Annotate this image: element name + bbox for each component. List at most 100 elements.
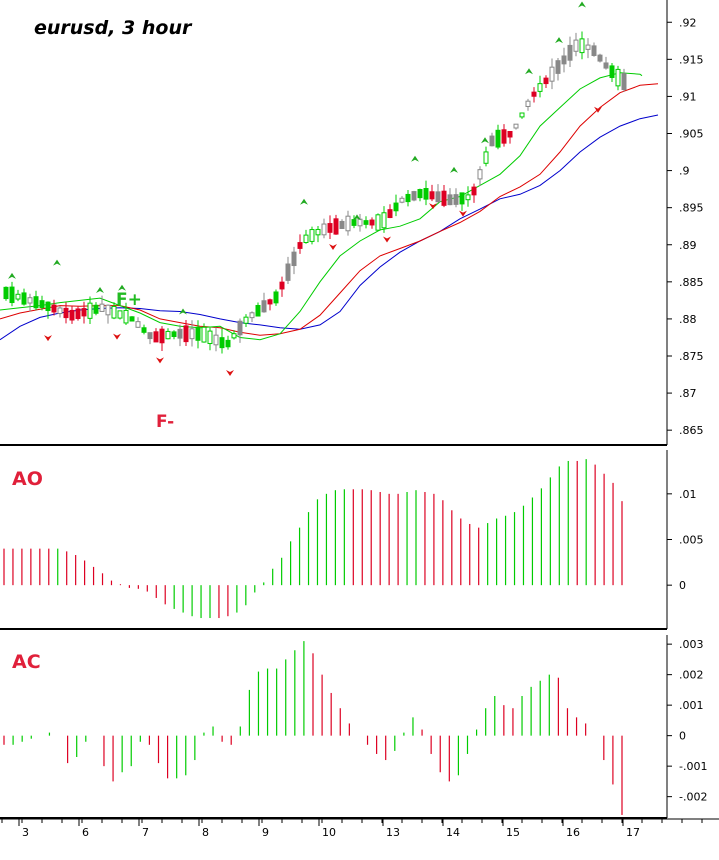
ao-panel — [3, 459, 623, 619]
candle-body — [333, 218, 339, 235]
candle-body — [285, 263, 291, 281]
candle-body — [189, 328, 195, 340]
candle-body — [615, 68, 621, 87]
x-tick-label: 17 — [626, 826, 640, 839]
candle-body — [147, 332, 153, 340]
candle-body — [573, 39, 579, 52]
candle-body — [201, 326, 207, 343]
y-tick-label: .01 — [679, 488, 697, 501]
price-panel — [0, 1, 659, 377]
ao-panel-label: AO — [12, 468, 43, 490]
candle-body — [105, 304, 111, 316]
candle-body — [15, 293, 21, 300]
x-tick-label: 8 — [202, 826, 209, 839]
candle-body — [357, 218, 363, 227]
candle-body — [435, 191, 441, 203]
x-tick-label: 3 — [22, 826, 29, 839]
candle-body — [3, 286, 9, 300]
candle-body — [399, 197, 405, 203]
candle-body — [309, 229, 315, 242]
fractal-down-arrow — [156, 357, 164, 364]
fractal-up-arrow — [481, 137, 489, 144]
fractal-up-arrow — [179, 308, 187, 315]
candle-body — [303, 234, 309, 244]
candle-body — [9, 286, 15, 304]
candle-body — [447, 194, 453, 206]
y-tick-label: .9 — [679, 165, 690, 178]
fractal-down-arrow — [44, 335, 52, 342]
candle-body — [501, 129, 507, 144]
candle-body — [123, 309, 129, 324]
candle-body — [525, 100, 531, 107]
candle-body — [279, 281, 285, 290]
candle-body — [453, 194, 459, 205]
fractal-up-arrow — [118, 284, 126, 291]
y-tick-label: .915 — [679, 53, 704, 66]
fractal-down-arrow — [429, 203, 437, 210]
y-tick-label: .87 — [679, 387, 697, 400]
y-tick-label: .89 — [679, 239, 697, 252]
candle-body — [387, 209, 393, 219]
candle-body — [63, 307, 69, 319]
fractal-down-label: F- — [156, 412, 174, 432]
candle-body — [99, 303, 105, 312]
candle-body — [231, 333, 237, 339]
y-tick-label: .88 — [679, 313, 697, 326]
candle-body — [33, 296, 39, 309]
candle-body — [585, 44, 591, 50]
candle-body — [129, 316, 135, 322]
x-tick-label: 9 — [262, 826, 269, 839]
candle-body — [477, 169, 483, 180]
fractal-up-arrow — [8, 272, 16, 279]
candle-body — [51, 304, 57, 313]
x-tick-label: 16 — [566, 826, 580, 839]
candle-body — [261, 300, 267, 313]
candle-body — [345, 215, 351, 232]
candle-body — [369, 219, 375, 226]
candle-body — [543, 77, 549, 85]
y-tick-label: .003 — [679, 638, 704, 651]
candle-body — [363, 220, 369, 225]
candle-body — [291, 251, 297, 267]
candle-body — [555, 60, 561, 74]
candle-body — [609, 65, 615, 78]
candle-body — [375, 214, 381, 231]
y-tick-label: 0 — [679, 579, 686, 592]
candle-body — [183, 325, 189, 343]
fractal-down-arrow — [459, 210, 467, 217]
candle-body — [87, 302, 93, 319]
candle-body — [321, 223, 327, 236]
candle-body — [327, 223, 333, 233]
candle-body — [621, 73, 627, 91]
y-tick-label: 0 — [679, 730, 686, 743]
fractal-up-arrow — [450, 166, 458, 173]
x-tick-label: 13 — [386, 826, 400, 839]
candle-body — [597, 54, 603, 62]
candle-body — [27, 297, 33, 304]
candle-body — [423, 188, 429, 200]
candle-body — [255, 305, 261, 317]
candle-body — [483, 151, 489, 164]
candle-body — [57, 307, 63, 315]
candle-body — [411, 191, 417, 201]
x-tick-label: 7 — [142, 826, 149, 839]
ac-panel — [3, 641, 623, 815]
candle-body — [297, 242, 303, 249]
candle-body — [465, 194, 471, 201]
candle-body — [429, 191, 435, 200]
y-tick-label: -.002 — [679, 791, 707, 804]
ac-panel-label: AC — [12, 651, 41, 673]
y-tick-label: .905 — [679, 128, 704, 141]
candle-body — [489, 135, 495, 147]
y-tick-label: .001 — [679, 699, 704, 712]
candle-body — [93, 304, 99, 314]
candle-body — [273, 291, 279, 304]
candle-body — [549, 66, 555, 82]
candle-body — [507, 130, 513, 138]
fractal-up-arrow — [525, 68, 533, 75]
x-tick-label: 15 — [506, 826, 520, 839]
fractal-down-arrow — [113, 333, 121, 340]
fractal-up-arrow — [53, 259, 61, 266]
